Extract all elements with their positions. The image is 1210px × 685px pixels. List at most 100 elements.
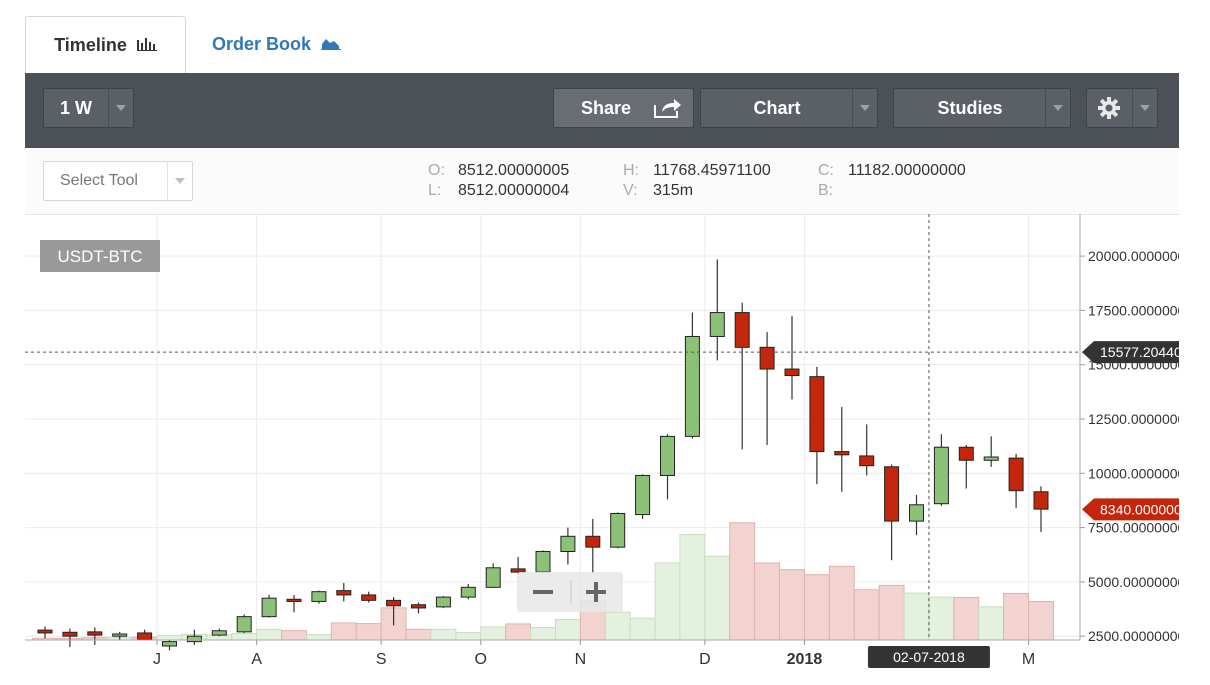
candle-body (336, 590, 352, 596)
candle-body (933, 446, 949, 505)
minus-icon (533, 590, 553, 594)
candle-body (535, 550, 551, 573)
chevron-down-icon (167, 162, 192, 200)
candle-body (734, 312, 750, 348)
settings-dropdown[interactable] (1086, 88, 1158, 128)
candle-body (610, 512, 626, 548)
y-tick-label: 7500.00000000 (1088, 520, 1179, 536)
candle-body (485, 567, 501, 588)
volume-bar (928, 596, 955, 641)
x-tick-label: A (251, 651, 262, 668)
candle-body (660, 435, 675, 476)
candle-body (286, 598, 302, 602)
candlestick-chart-svg[interactable]: 2500.00000000 5000.00000000 7500.00000000 1… (25, 214, 1205, 674)
crosshair-date-flag (867, 646, 990, 668)
volume-bar (156, 634, 183, 641)
y-tick-label: 10000.00000000 (1088, 465, 1179, 481)
candle-body (411, 604, 426, 609)
candle-body (261, 597, 277, 618)
volume-bar (430, 628, 457, 641)
x-tick-label: N (575, 651, 587, 668)
bar-chart-icon (136, 35, 157, 56)
symbol-label: USDT-BTC (58, 247, 143, 266)
candle-body (809, 376, 825, 453)
select-tool-label: Select Tool (60, 172, 138, 189)
x-tick-label: 2018 (787, 651, 823, 668)
volume-bar (604, 611, 631, 641)
studies-label: Studies (937, 97, 1003, 118)
candle-body (684, 335, 700, 437)
chevron-down-icon (1132, 89, 1157, 127)
volume-bar (480, 626, 507, 641)
volume-bar (779, 569, 805, 641)
crosshair-price-flag (1082, 341, 1179, 364)
x-tick-label: D (699, 651, 711, 668)
candle-body (211, 630, 227, 636)
interval-dropdown[interactable]: 1 W (43, 88, 134, 128)
y-tick-label: 12500.00000000 (1088, 411, 1179, 427)
candle-body (1033, 491, 1049, 510)
candle-body (909, 504, 924, 522)
crosshair-date-label: 02-07-2018 (893, 649, 965, 665)
gear-icon (1097, 96, 1121, 120)
candle-body (435, 596, 451, 608)
chevron-down-icon (108, 89, 133, 127)
studies-dropdown[interactable]: Studies (893, 88, 1071, 128)
volume-bar (1028, 600, 1054, 641)
tab-bar: Timeline Order Book (0, 0, 1210, 74)
ohlc-volume: V: 315m (623, 182, 694, 199)
tab-order-book[interactable]: Order Book (212, 16, 342, 73)
candle-body (983, 456, 999, 461)
candle-body (361, 594, 377, 601)
chevron-down-icon (1045, 89, 1070, 127)
volume-bar (754, 562, 781, 641)
candle-body (1008, 457, 1024, 492)
candle-body (162, 641, 177, 647)
candle-body (834, 451, 850, 456)
volume-bar (803, 574, 830, 641)
ohlc-open: O: 8512.00000005 (428, 162, 570, 179)
y-tick-label: 2500.00000000 (1088, 628, 1179, 644)
candle-body (709, 312, 725, 337)
candle-body (560, 535, 576, 552)
candle-body (236, 616, 252, 633)
volume-bar (978, 606, 1005, 641)
chart-type-dropdown[interactable]: Chart (700, 88, 878, 128)
symbol-badge (40, 240, 160, 272)
tab-order-book-label: Order Book (212, 34, 312, 54)
volume-bar (305, 634, 332, 641)
volume-bar (853, 589, 880, 641)
interval-label: 1 W (60, 97, 93, 118)
ohlc-high: H: 11768.45971100 (623, 162, 771, 179)
candle-body (311, 591, 327, 602)
candle-body (884, 466, 900, 522)
candle-body (137, 632, 153, 640)
volume-bar (679, 533, 706, 641)
volume-bar (505, 623, 532, 641)
y-tick-label: 17500.00000000 (1088, 302, 1179, 318)
candle-body (62, 631, 78, 637)
candle-body (460, 586, 476, 598)
volume-bar (704, 555, 731, 641)
plus-icon (594, 582, 598, 602)
tab-timeline[interactable]: Timeline (25, 16, 186, 74)
candle-body (112, 633, 128, 637)
volume-bar (903, 592, 930, 641)
volume-bar (654, 562, 681, 641)
volume-bar (554, 619, 581, 641)
ohlc-info-bar: Select Tool O: 8512.00000005 L: 8512.00000… (25, 148, 1179, 215)
candle-body (386, 599, 402, 607)
volume-bar (405, 628, 432, 641)
area-chart-icon (321, 34, 342, 55)
price-chart[interactable]: 2500.00000000 5000.00000000 7500.00000000 1… (25, 214, 1205, 674)
volume-bar (629, 617, 656, 641)
chart-toolbar: 1 W Share Chart Studies (25, 73, 1179, 148)
share-button[interactable]: Share (553, 88, 694, 128)
ohlc-close: C: 11182.00000000 (818, 162, 966, 179)
volume-bar (1003, 592, 1030, 641)
volume-bar (231, 633, 258, 641)
select-tool-dropdown[interactable]: Select Tool (43, 161, 193, 201)
ohlc-low: L: 8512.00000004 (428, 182, 570, 199)
volume-bar (256, 628, 283, 641)
candle-body (37, 629, 53, 634)
